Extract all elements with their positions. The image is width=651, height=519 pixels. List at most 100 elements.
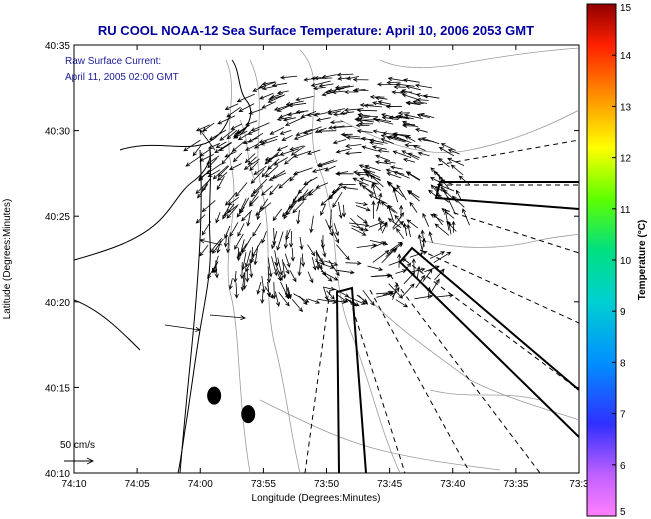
current-vector bbox=[380, 138, 394, 144]
current-vector bbox=[335, 171, 354, 176]
current-vector bbox=[345, 135, 366, 140]
current-vector bbox=[287, 111, 304, 117]
current-vector bbox=[447, 220, 452, 235]
current-vector bbox=[393, 84, 406, 90]
current-vector bbox=[352, 88, 366, 93]
current-vector bbox=[282, 117, 296, 122]
current-vector bbox=[455, 189, 462, 201]
chart-title: RU COOL NOAA-12 Sea Surface Temperature:… bbox=[98, 23, 534, 38]
current-vector bbox=[197, 183, 209, 199]
current-vector bbox=[209, 314, 246, 321]
current-vector bbox=[260, 185, 273, 196]
current-vector bbox=[249, 161, 259, 171]
current-vector bbox=[376, 292, 395, 298]
current-vector bbox=[293, 132, 313, 140]
x-tick-label: 73:35 bbox=[503, 479, 528, 490]
current-vector bbox=[199, 129, 216, 151]
y-tick-label: 40:10 bbox=[45, 469, 70, 480]
current-vector bbox=[269, 183, 280, 196]
x-tick-label: 74:05 bbox=[125, 479, 150, 490]
current-vector bbox=[201, 221, 212, 236]
current-vector bbox=[430, 213, 444, 223]
current-vector bbox=[356, 215, 368, 224]
current-vector bbox=[289, 270, 297, 283]
current-vector bbox=[283, 155, 296, 165]
current-vector bbox=[372, 101, 392, 107]
current-vector bbox=[339, 110, 355, 116]
current-vector bbox=[403, 78, 420, 83]
current-vector bbox=[407, 190, 420, 198]
current-vector bbox=[261, 275, 266, 294]
current-vector bbox=[428, 189, 439, 199]
current-vector bbox=[261, 81, 276, 86]
x-tick-label: 74:00 bbox=[188, 479, 213, 490]
current-vector bbox=[185, 154, 203, 167]
current-vector bbox=[441, 186, 450, 201]
current-vector bbox=[264, 286, 274, 299]
current-vector bbox=[245, 120, 258, 126]
current-vector bbox=[327, 125, 345, 130]
current-vector bbox=[326, 108, 345, 114]
current-vector bbox=[344, 151, 362, 156]
current-vector bbox=[451, 220, 456, 233]
current-vector bbox=[334, 85, 351, 90]
y-tick-label: 40:15 bbox=[45, 383, 70, 394]
current-vector bbox=[271, 170, 286, 179]
current-vector bbox=[244, 153, 256, 164]
current-vector bbox=[258, 81, 277, 89]
x-tick-label: 73:3 bbox=[569, 479, 589, 490]
current-vector bbox=[284, 284, 289, 298]
current-vector bbox=[245, 268, 250, 283]
current-vector bbox=[268, 172, 287, 181]
current-vector bbox=[245, 143, 260, 151]
current-vector bbox=[273, 157, 288, 166]
current-vector bbox=[397, 110, 410, 116]
current-vector bbox=[381, 248, 396, 264]
current-vector bbox=[192, 144, 203, 157]
current-vector bbox=[325, 219, 334, 237]
current-vector bbox=[209, 237, 223, 253]
colorbar-ticks: 15 14 13 12 11 10 9 8 7 6 5 bbox=[612, 3, 632, 518]
current-vector bbox=[409, 250, 428, 258]
current-vector bbox=[295, 128, 313, 136]
current-vector bbox=[396, 82, 415, 87]
current-vector bbox=[383, 159, 396, 164]
station-markers bbox=[207, 386, 256, 424]
current-vector bbox=[359, 102, 374, 108]
current-vector bbox=[369, 240, 389, 246]
current-vector bbox=[207, 169, 221, 178]
current-vector bbox=[358, 164, 371, 170]
current-vector bbox=[219, 128, 235, 141]
current-vector bbox=[337, 76, 351, 81]
current-vector bbox=[391, 90, 404, 95]
current-vector bbox=[247, 156, 257, 166]
current-vector bbox=[397, 253, 402, 268]
current-vector bbox=[429, 278, 440, 294]
current-vector bbox=[316, 117, 331, 122]
current-vector bbox=[239, 198, 247, 214]
current-vector bbox=[336, 72, 354, 77]
colorbar-label: Temperature (°C) bbox=[637, 220, 648, 301]
current-vector bbox=[216, 176, 225, 191]
current-vector bbox=[335, 293, 349, 303]
current-vector bbox=[391, 287, 400, 298]
plot-area bbox=[73, 44, 580, 474]
current-vector bbox=[332, 139, 347, 145]
current-vector bbox=[217, 115, 236, 125]
current-vector bbox=[422, 212, 430, 227]
current-vector bbox=[434, 223, 450, 236]
current-vector bbox=[248, 108, 263, 115]
current-vector bbox=[327, 88, 345, 93]
current-vector bbox=[225, 236, 231, 254]
x-tick-label: 73:55 bbox=[251, 479, 276, 490]
current-vector bbox=[334, 288, 350, 298]
current-vector bbox=[276, 231, 284, 251]
station-2-marker bbox=[241, 405, 256, 424]
current-vector bbox=[236, 93, 255, 103]
current-vector bbox=[313, 112, 328, 117]
current-vector bbox=[214, 142, 232, 154]
current-vector bbox=[441, 208, 455, 219]
current-vector bbox=[297, 257, 302, 277]
current-vector bbox=[275, 268, 282, 282]
current-vector bbox=[376, 199, 381, 212]
